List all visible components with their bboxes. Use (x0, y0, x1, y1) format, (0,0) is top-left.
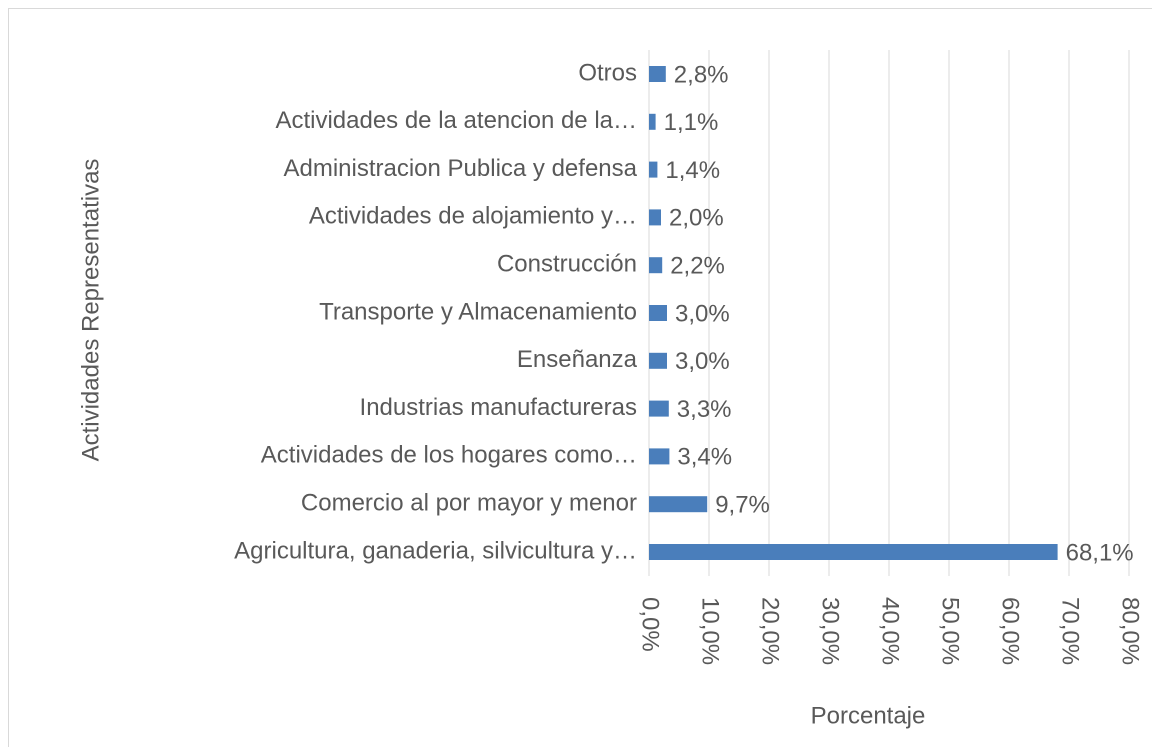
x-tick-label: 10,0% (697, 597, 724, 665)
x-tick-label: 0,0% (637, 597, 664, 652)
value-label: 2,0% (669, 205, 724, 232)
bar (649, 113, 656, 130)
x-tick-label: 50,0% (937, 597, 964, 665)
y-tick-label: Transporte y Almacenamiento (319, 298, 637, 325)
value-label: 3,0% (675, 348, 730, 375)
x-tick-label: 20,0% (757, 597, 784, 665)
x-tick-label: 40,0% (877, 597, 904, 665)
bar (649, 400, 669, 417)
y-tick-label: Enseñanza (517, 346, 638, 373)
x-tick-label: 80,0% (1117, 597, 1144, 665)
x-tick-label: 60,0% (997, 597, 1024, 665)
y-tick-label: Construcción (497, 251, 637, 278)
value-label: 3,0% (675, 300, 730, 327)
y-tick-label: Otros (578, 59, 637, 86)
bar (649, 448, 670, 465)
x-axis-title: Porcentaje (811, 702, 926, 729)
y-tick-label: Industrias manufactureras (360, 394, 637, 421)
value-label: 1,1% (664, 109, 719, 136)
y-axis-title: Actividades Representativas (77, 159, 104, 462)
bar (649, 305, 667, 321)
value-label: 1,4% (665, 157, 720, 184)
value-label: 68,1% (1066, 539, 1134, 566)
y-tick-label: Actividades de la atencion de la… (275, 107, 637, 134)
bar (649, 352, 667, 369)
bar (649, 496, 708, 513)
bar (649, 544, 1058, 560)
bar (649, 257, 663, 274)
value-label: 2,8% (674, 61, 729, 88)
y-tick-label: Agricultura, ganaderia, silvicultura y… (234, 537, 637, 564)
value-label: 3,3% (677, 396, 732, 423)
y-tick-label: Actividades de alojamiento y… (309, 203, 637, 230)
value-label: 3,4% (677, 444, 732, 471)
value-label: 2,2% (670, 253, 725, 280)
y-tick-label: Actividades de los hogares como… (261, 442, 637, 469)
chart-border (8, 8, 1152, 747)
bar (649, 161, 658, 178)
x-tick-label: 30,0% (817, 597, 844, 665)
x-tick-label: 70,0% (1057, 597, 1084, 665)
value-label: 9,7% (715, 492, 770, 519)
bar (649, 209, 661, 226)
y-tick-label: Comercio al por mayor y menor (301, 490, 637, 517)
bar (649, 66, 666, 82)
y-tick-label: Administracion Publica y defensa (283, 155, 637, 182)
